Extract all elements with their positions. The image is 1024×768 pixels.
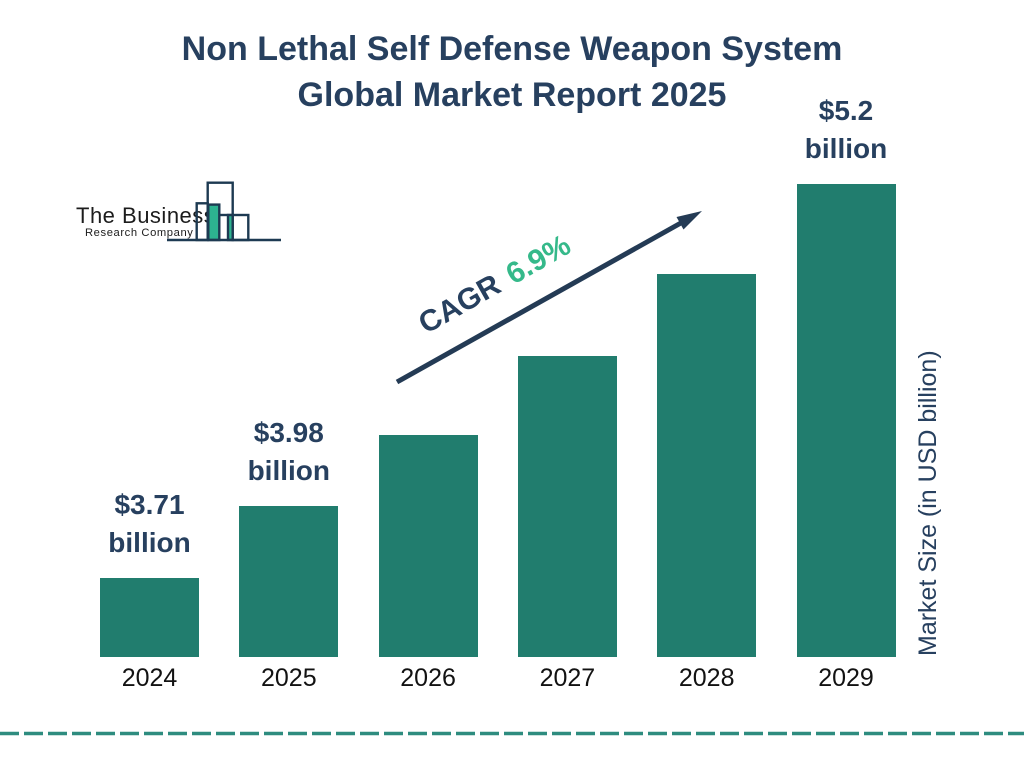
x-tick-2024: 2024 [121, 664, 178, 692]
bar-2026 [378, 435, 478, 657]
x-tick-2026: 2026 [400, 664, 456, 692]
x-tick-2027: 2027 [539, 664, 596, 692]
x-tick-2029: 2029 [818, 664, 874, 692]
logo-subname: Research Company [85, 227, 194, 239]
company-logo-text: The Business Research Company [76, 204, 215, 239]
x-tick-2028: 2028 [678, 664, 735, 692]
value-label-2025: $3.98 billion [247, 417, 331, 487]
bar-2029 [796, 184, 896, 657]
y-axis-title: Market Size (in USD billion) [914, 350, 942, 656]
bar-2024 [100, 577, 199, 657]
page-title-line2: Global Market Report 2025 [297, 76, 727, 114]
bar-2027 [517, 355, 617, 657]
logo-name: The Business [76, 203, 216, 228]
page-title-line1: Non Lethal Self Defense Weapon System [181, 30, 843, 68]
bar-2028 [657, 273, 757, 657]
page-title: Non Lethal Self Defense Weapon System Gl… [0, 26, 1024, 118]
company-logo: The Business Research Company [72, 176, 292, 246]
cagr-value: 6.9% [500, 228, 577, 292]
value-label-2024: $3.71 billion [108, 488, 191, 558]
logo-bar-chart-icon [167, 181, 281, 242]
bar-2025 [239, 506, 339, 657]
cagr-annotation: CAGR6.9% [382, 211, 608, 359]
cagr-label: CAGR [413, 268, 507, 341]
x-tick-2025: 2025 [260, 664, 317, 692]
value-label-2029: $5.2 billion [804, 95, 888, 164]
